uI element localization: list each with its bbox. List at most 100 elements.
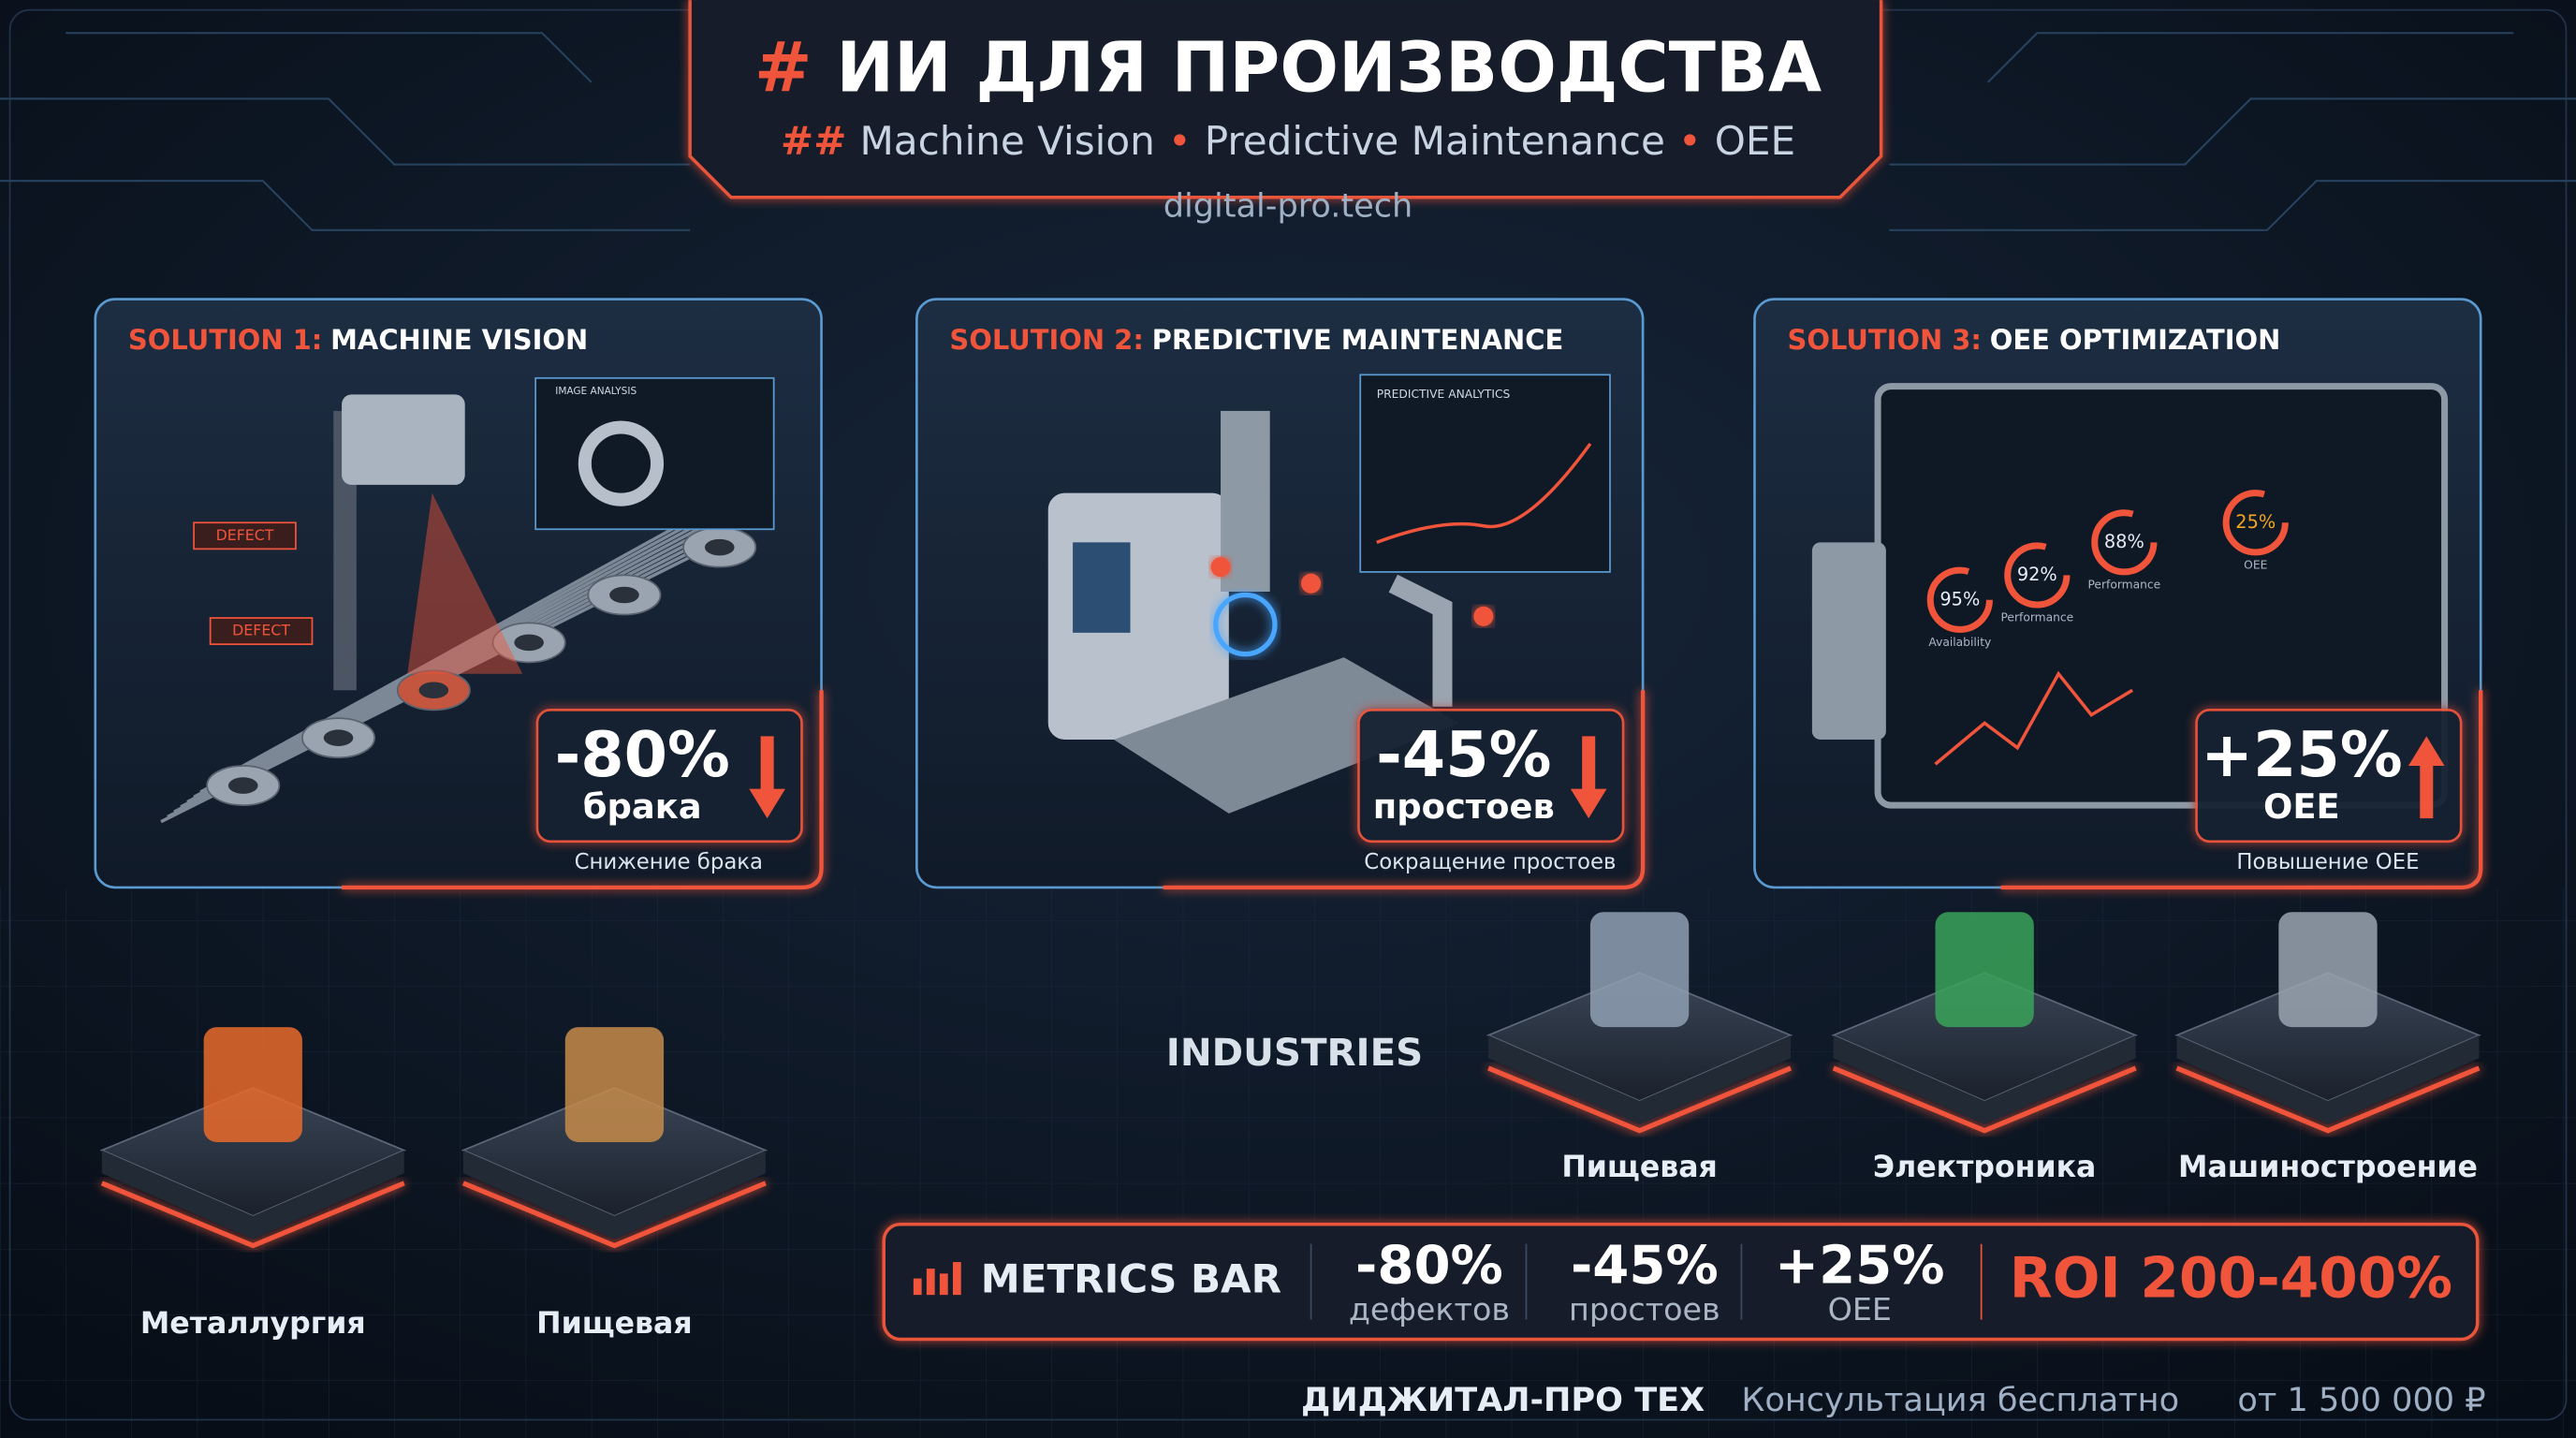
tile-glow	[2175, 1065, 2481, 1134]
metric-box	[1357, 709, 1625, 844]
gauge	[2004, 542, 2071, 609]
part-hole	[227, 777, 258, 794]
sensor	[1473, 606, 1494, 626]
screen-title: PREDICTIVE ANALYTICS	[1377, 388, 1511, 401]
tile-side	[2176, 1034, 2480, 1124]
tile-glow	[100, 1181, 405, 1249]
industry-label: Металлургия	[140, 1307, 366, 1341]
metric-arrow	[749, 736, 785, 819]
panel-glow	[1163, 690, 1646, 890]
panel-label: SOLUTION 2:	[949, 324, 1143, 356]
industry-tile: Электроника	[1831, 912, 2138, 1184]
metric-value: -45%	[1376, 718, 1551, 791]
gauge-label: OEE	[2244, 558, 2267, 571]
industry-tile: Машиностроение	[2174, 912, 2481, 1184]
industry-tile: Пищевая	[1486, 912, 1793, 1184]
subtitle-mark: ##	[781, 117, 847, 163]
machine-bed	[1113, 657, 1459, 814]
title-text: ИИ ДЛЯ ПРОИЗВОДСТВА	[836, 28, 1822, 108]
tile-side	[1833, 1034, 2136, 1124]
separator: •	[1678, 117, 1702, 163]
defect-text: DEFECT	[232, 622, 290, 639]
metric-unit: простоев	[1373, 786, 1555, 827]
part-hole	[514, 634, 544, 652]
footer-price: от 1 500 000 ₽	[2237, 1381, 2485, 1419]
panel-title: SOLUTION 2: PREDICTIVE MAINTENANCE	[949, 324, 1563, 356]
solution-panel: SOLUTION 3: OEE OPTIMIZATION 95% Availabili…	[1753, 298, 2483, 890]
industry-object	[1589, 912, 1690, 1028]
defect-text: DEFECT	[216, 526, 274, 544]
gauge-value: 88%	[2104, 531, 2144, 552]
metric-value: +25%	[1775, 1236, 1944, 1297]
metric-unit: брака	[583, 786, 702, 827]
tile-side	[1488, 1034, 1792, 1124]
metric-label: OEE	[1828, 1291, 1892, 1328]
industry-label: Пищевая	[536, 1307, 692, 1341]
metrics-icon	[913, 1262, 961, 1296]
spindle-glow	[1213, 592, 1278, 657]
gauge	[2222, 490, 2289, 556]
metric-arrow	[1570, 736, 1607, 819]
metric-box	[535, 709, 803, 844]
defect-tag	[193, 521, 297, 550]
solution-panel: SOLUTION 1: MACHINE VISION IMAGE ANALYSIS D…	[94, 298, 824, 890]
gauge-value: 25%	[2235, 511, 2276, 533]
industry-label: Машиностроение	[2178, 1151, 2478, 1184]
circuit-lines	[0, 32, 2576, 231]
solution-panel: SOLUTION 2: PREDICTIVE MAINTENANCE PREDICT…	[915, 298, 1646, 890]
panel-name: OEE OPTIMIZATION	[1990, 324, 2281, 356]
gauge-label: Availability	[1928, 636, 1991, 649]
caption: Сокращение простоев	[1364, 850, 1616, 874]
part-hole	[323, 729, 354, 746]
tile-glow	[1832, 1065, 2137, 1134]
tile-side	[462, 1150, 766, 1240]
separator: •	[1168, 117, 1192, 163]
header-plate	[688, 0, 1883, 199]
metric-value: -45%	[1571, 1236, 1719, 1297]
gauge	[2091, 509, 2158, 576]
industry-tile: Металлургия	[99, 1027, 407, 1341]
industry-object	[203, 1027, 302, 1142]
subtitle-item: Predictive Maintenance	[1205, 117, 1665, 163]
metric-arrow	[2408, 736, 2445, 819]
panel-glow	[2000, 690, 2483, 890]
gauge-value: 92%	[2017, 564, 2057, 585]
panel-label: SOLUTION 3:	[1788, 324, 1982, 356]
metric-value: -80%	[1355, 1236, 1503, 1297]
camera	[342, 394, 465, 485]
metrics-bar	[882, 1222, 2480, 1342]
tile-glow	[1487, 1065, 1793, 1134]
industry-label: Пищевая	[1561, 1151, 1717, 1184]
part-hole	[418, 682, 449, 699]
panel-name: PREDICTIVE MAINTENANCE	[1152, 324, 1564, 356]
conveyor	[193, 516, 721, 799]
sensor	[1301, 573, 1322, 594]
roi: ROI 200-400%	[2010, 1247, 2452, 1312]
url: digital-pro.tech	[1164, 186, 1413, 225]
industry-tile: Пищевая	[461, 1027, 768, 1341]
conveyor	[212, 501, 721, 785]
caption: Повышение OEE	[2236, 850, 2419, 874]
gauge-label: Performance	[2087, 578, 2160, 591]
robot-arm	[1388, 574, 1453, 707]
gauge-value: 95%	[1939, 588, 1980, 609]
gauge-label: Performance	[2000, 611, 2073, 624]
dashboard-chart	[1934, 670, 2134, 766]
panel-name: MACHINE VISION	[330, 324, 588, 356]
part-hole	[609, 586, 639, 604]
metrics-label: METRICS BAR	[981, 1256, 1281, 1302]
industry-object	[2278, 912, 2378, 1028]
panel-label: SOLUTION 1:	[128, 324, 322, 356]
metric-value: -80%	[555, 718, 730, 791]
laser	[407, 492, 523, 674]
tile-glow	[461, 1181, 767, 1249]
tile-side	[101, 1150, 404, 1240]
footer-consult: Консультация бесплатно	[1741, 1381, 2179, 1419]
sensor	[1210, 557, 1231, 578]
caption: Снижение брака	[575, 850, 763, 874]
panel-title: SOLUTION 1: MACHINE VISION	[128, 324, 588, 356]
metric-label: дефектов	[1349, 1291, 1510, 1328]
title-mark: #	[754, 28, 812, 108]
